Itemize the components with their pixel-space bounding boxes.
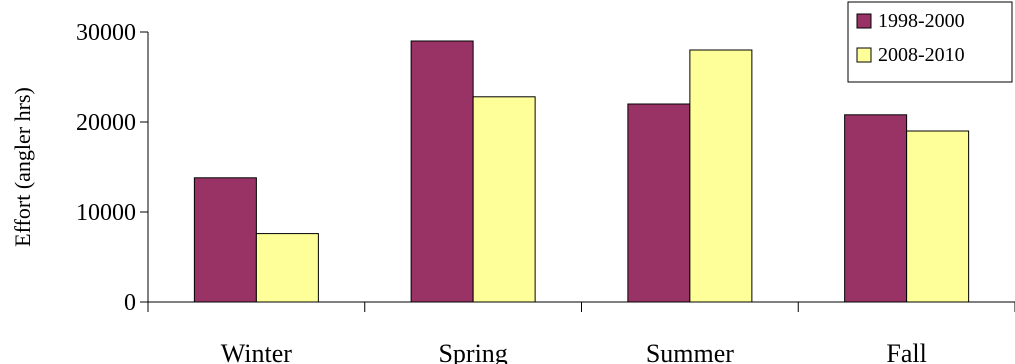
legend: 1998-2000 2008-2010 <box>847 1 1013 83</box>
legend-swatch <box>856 47 872 63</box>
x-axis-ticks: Winter Spring Summer Fall <box>147 302 1015 364</box>
legend-box <box>847 1 1013 83</box>
legend-swatch <box>856 13 872 29</box>
legend-label: 2008-2010 <box>878 44 965 66</box>
bar-fall-1998-2000 <box>844 114 908 303</box>
x-category-label: Fall <box>886 339 926 364</box>
x-category-label: Winter <box>221 339 292 364</box>
x-category-label: Spring <box>438 339 507 364</box>
y-axis-title: Effort (angler hrs) <box>10 87 35 247</box>
x-category-label: Summer <box>646 339 734 364</box>
bar-spring-1998-2000 <box>410 40 474 303</box>
y-tick-label: 10000 <box>76 200 136 226</box>
bars <box>193 40 970 303</box>
bar-winter-1998-2000 <box>193 177 257 303</box>
bar-summer-2008-2010 <box>689 49 753 303</box>
y-axis-ticks: 0 10000 20000 30000 <box>76 20 148 316</box>
y-tick-label: 30000 <box>76 20 136 46</box>
bar-summer-1998-2000 <box>627 103 691 303</box>
bar-fall-2008-2010 <box>906 130 970 303</box>
bar-winter-2008-2010 <box>255 233 319 303</box>
y-tick-label: 20000 <box>76 110 136 136</box>
y-tick-label: 0 <box>124 290 136 316</box>
legend-label: 1998-2000 <box>878 10 965 32</box>
bar-spring-2008-2010 <box>472 96 536 303</box>
